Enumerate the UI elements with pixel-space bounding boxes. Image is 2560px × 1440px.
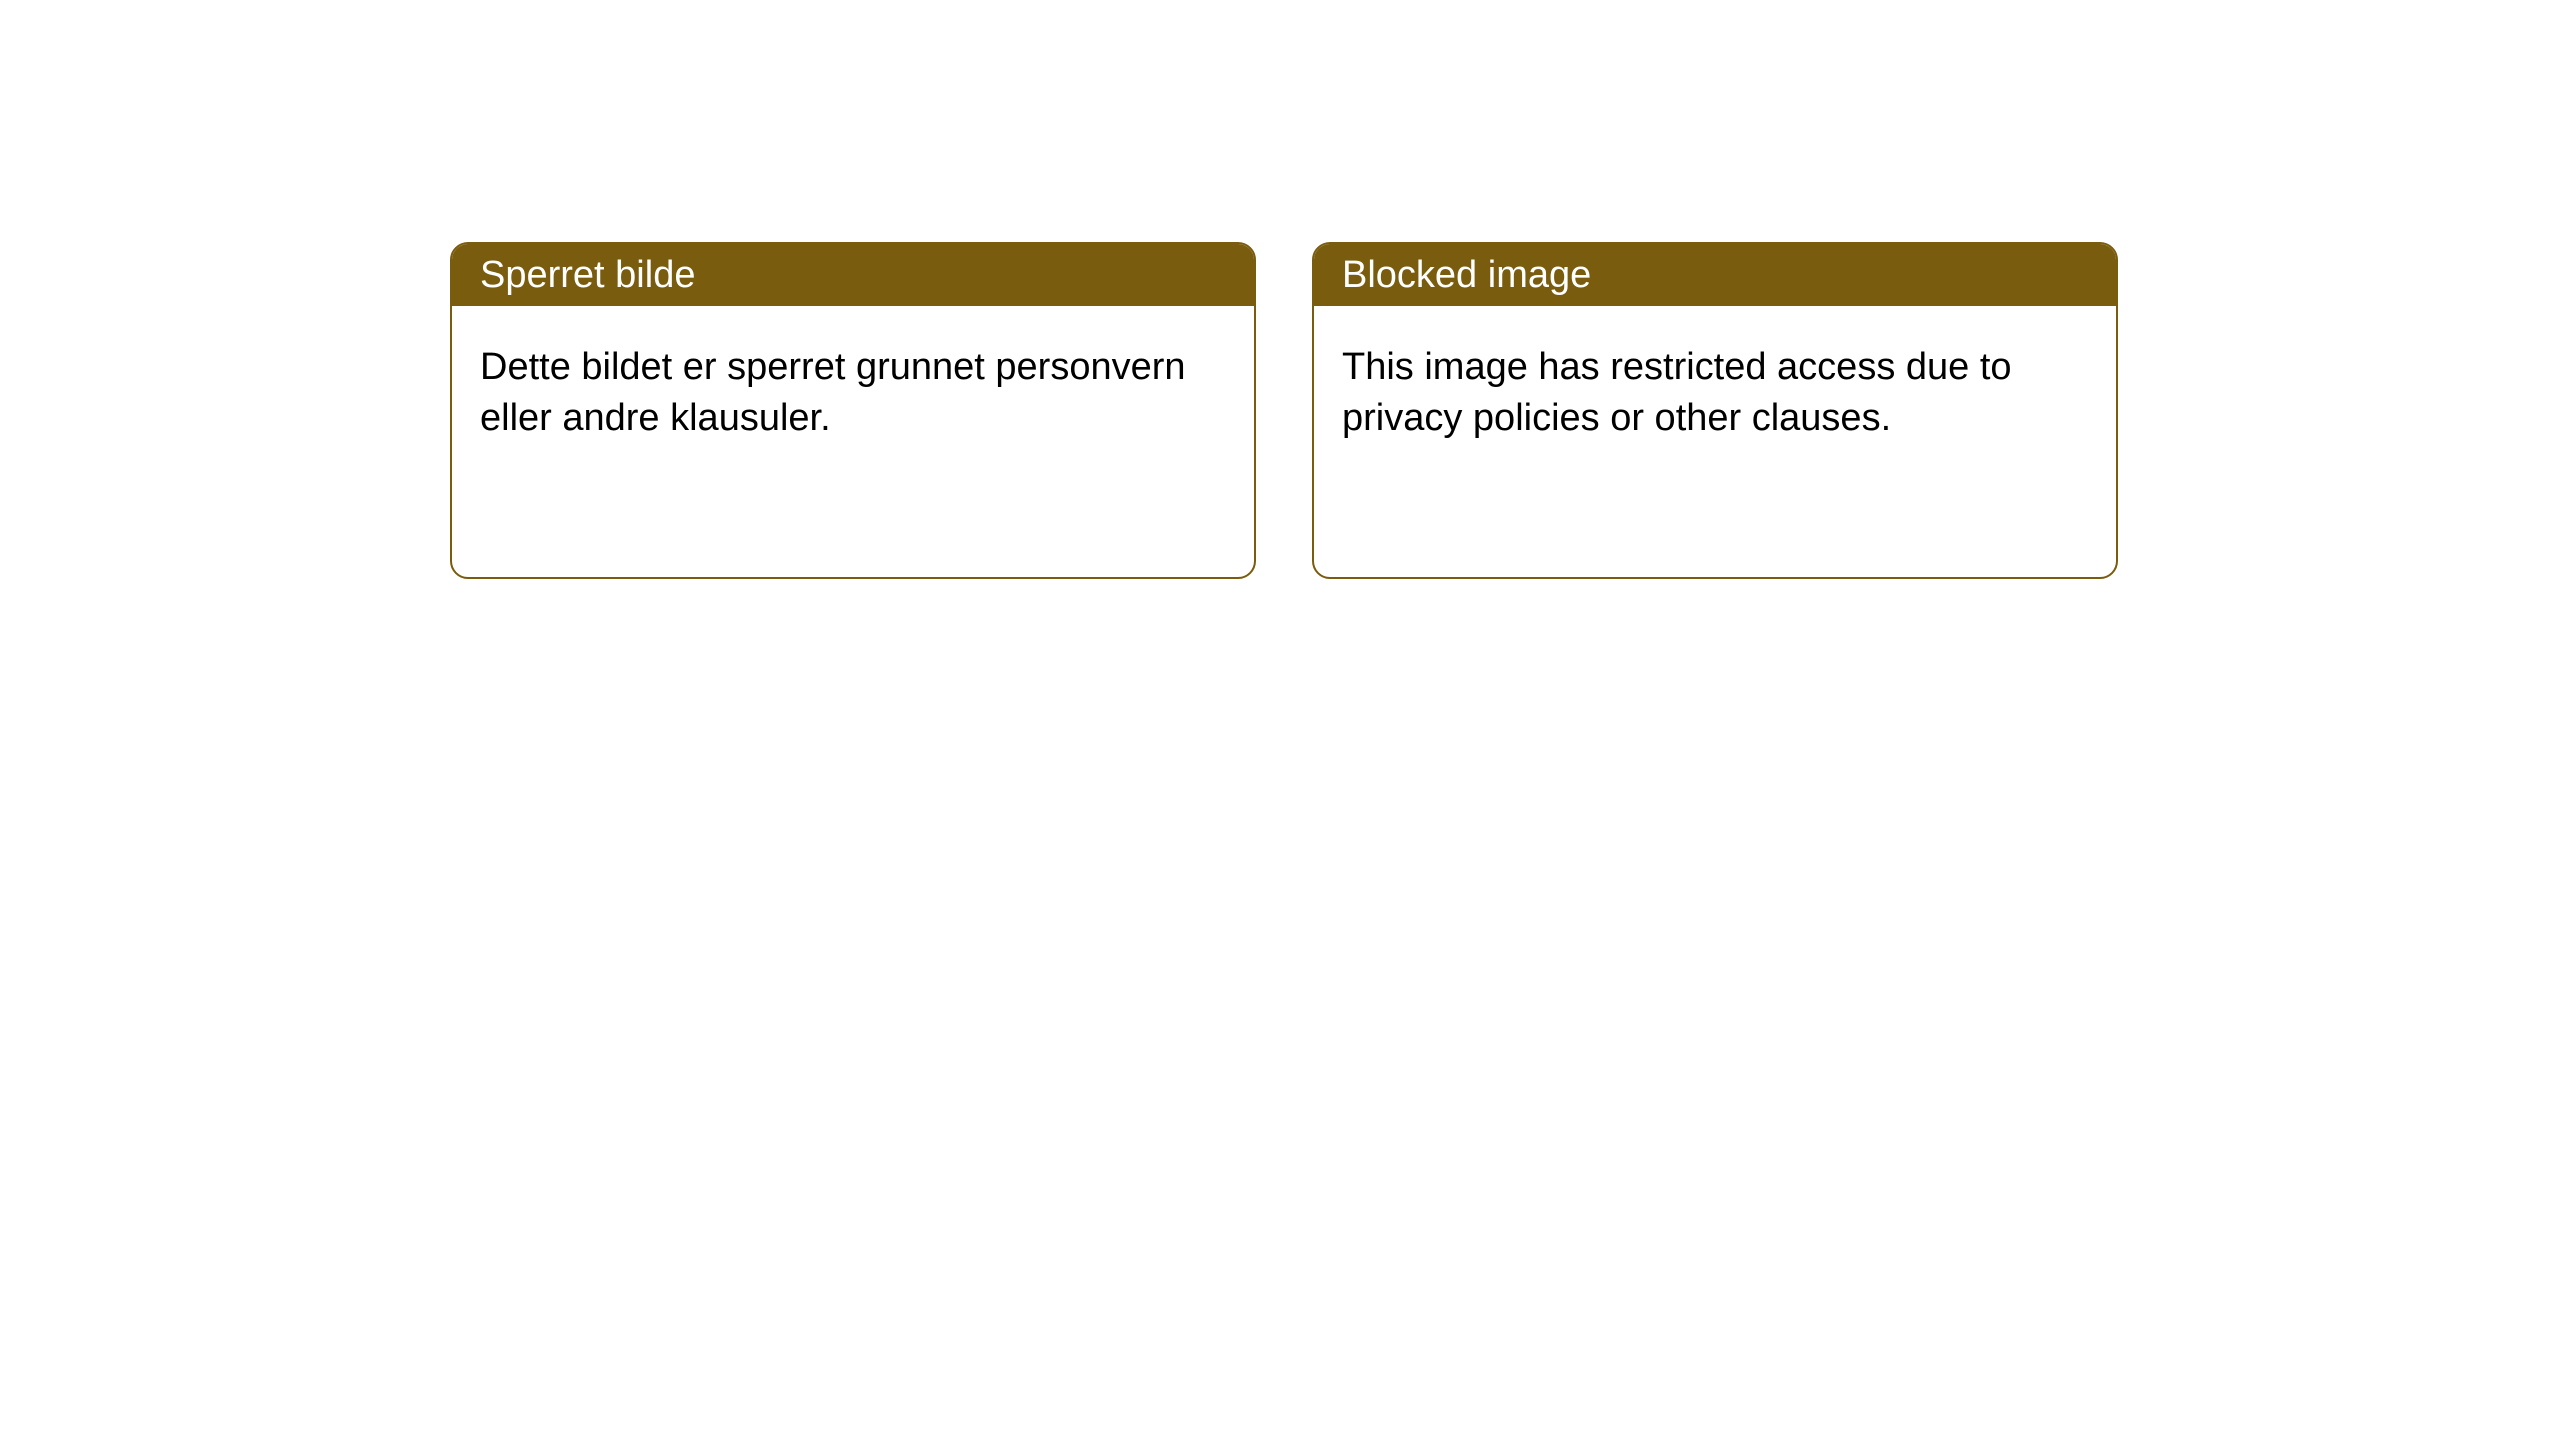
notice-header-english: Blocked image xyxy=(1314,244,2116,306)
notice-body-norwegian: Dette bildet er sperret grunnet personve… xyxy=(452,306,1254,481)
notice-card-english: Blocked image This image has restricted … xyxy=(1312,242,2118,579)
notice-card-norwegian: Sperret bilde Dette bildet er sperret gr… xyxy=(450,242,1256,579)
notice-header-norwegian: Sperret bilde xyxy=(452,244,1254,306)
notice-title-norwegian: Sperret bilde xyxy=(480,254,695,297)
notice-container: Sperret bilde Dette bildet er sperret gr… xyxy=(0,0,2560,579)
notice-text-norwegian: Dette bildet er sperret grunnet personve… xyxy=(480,346,1186,439)
notice-body-english: This image has restricted access due to … xyxy=(1314,306,2116,481)
notice-text-english: This image has restricted access due to … xyxy=(1342,346,2012,439)
notice-title-english: Blocked image xyxy=(1342,254,1591,297)
